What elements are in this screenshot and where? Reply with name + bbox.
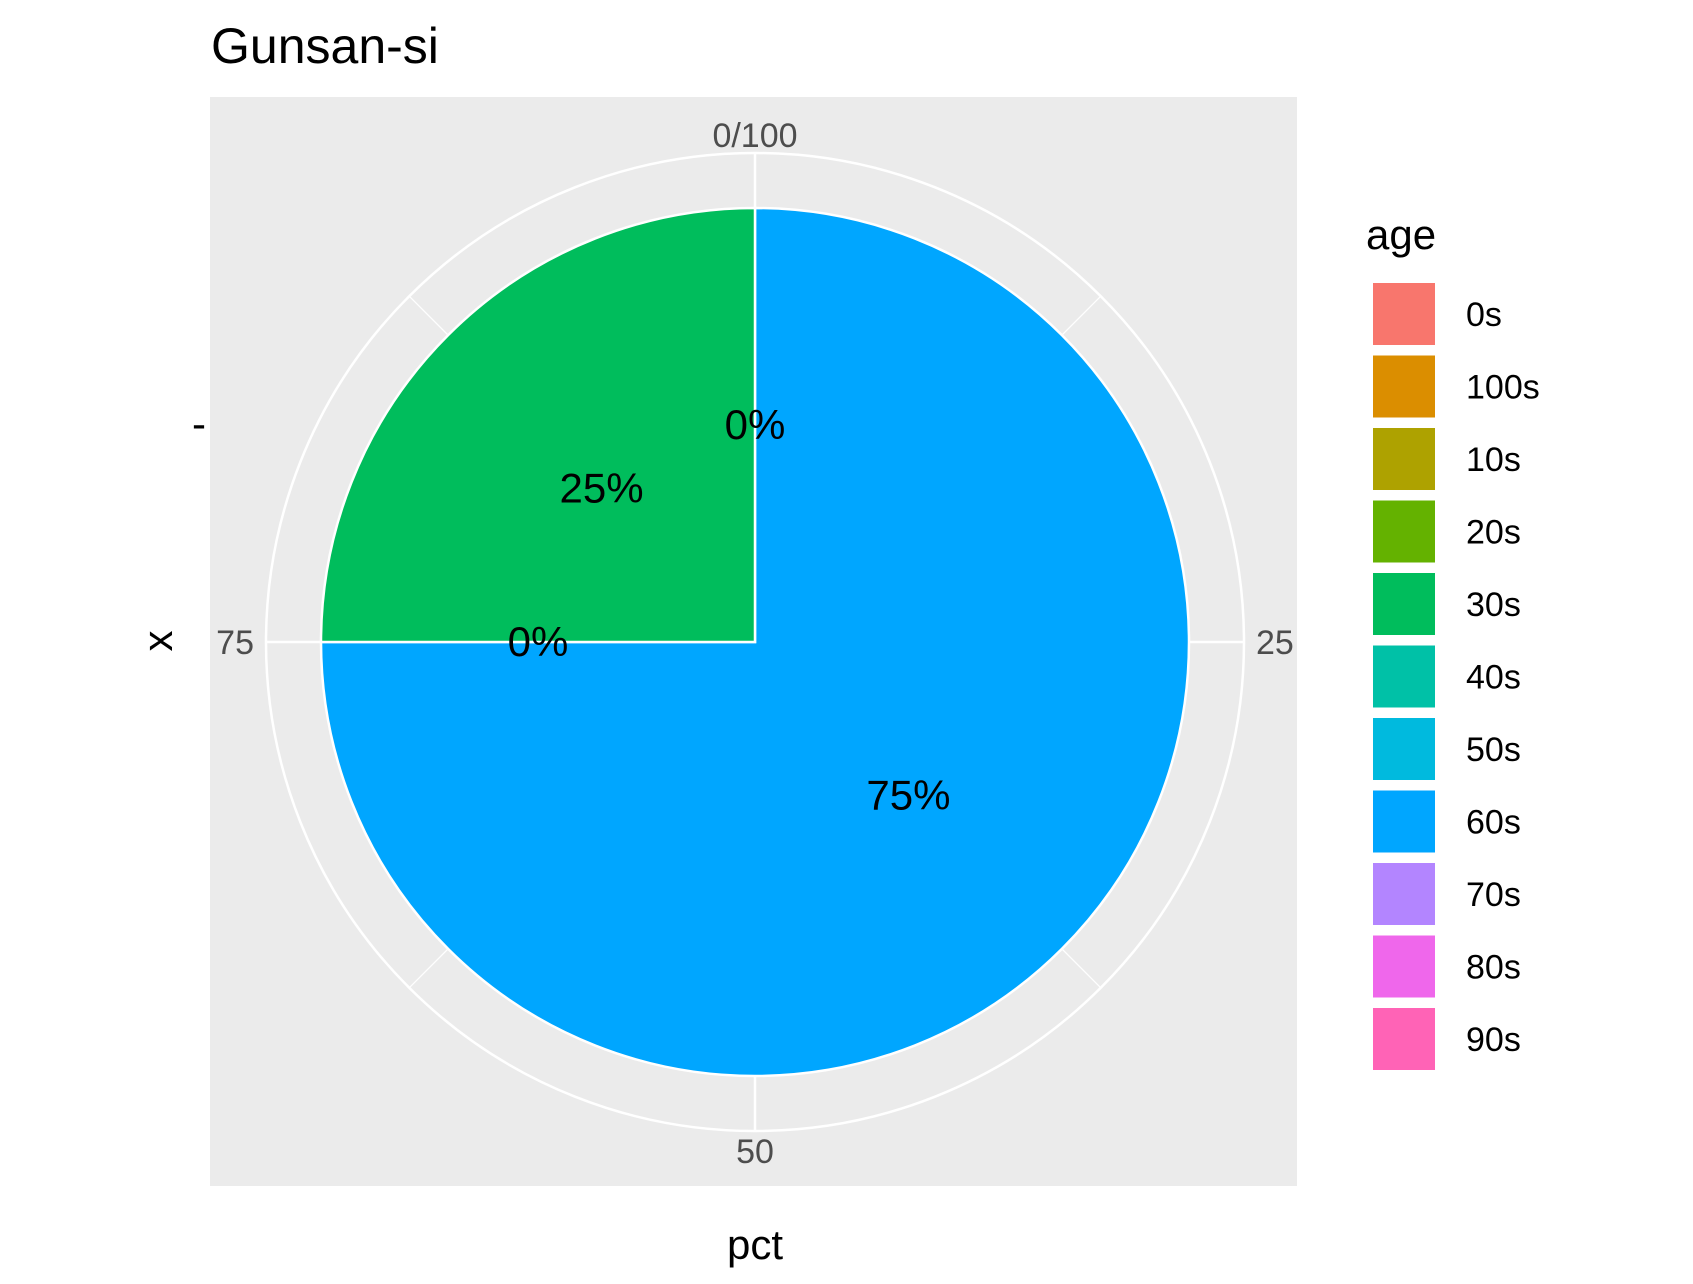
legend-label-80s: 80s [1466,949,1521,987]
grid-spoke [408,295,449,336]
legend-label-60s: 60s [1466,804,1521,842]
grid-spoke [1061,948,1102,989]
slice-label-layer: 75% 25% 0% 0% [508,401,951,818]
legend-label-0s: 0s [1466,296,1502,334]
y-axis-title: x [134,631,181,652]
legend-label-100s: 100s [1466,369,1540,407]
legend-label-40s: 40s [1466,659,1521,697]
grid-spoke [1061,295,1102,336]
slice-label: 0% [725,401,786,448]
theta-tick-label: 75 [216,624,254,662]
legend-title: age [1366,211,1436,258]
legend-swatch-0s [1371,281,1437,347]
legend-label-30s: 30s [1466,586,1521,624]
slice-label: 25% [560,465,644,512]
legend-label-50s: 50s [1466,731,1521,769]
legend-label-10s: 10s [1466,441,1521,479]
legend-swatch-90s [1371,1006,1437,1072]
slice-label: 0% [508,618,569,665]
legend-label-90s: 90s [1466,1021,1521,1059]
legend-label-70s: 70s [1466,876,1521,914]
legend-swatch-50s [1371,716,1437,782]
slice-label: 75% [866,771,950,818]
theta-tick-label: 50 [736,1133,774,1171]
slice-layer [319,206,1191,1078]
x-axis-title: pct [727,1221,783,1268]
legend-swatch-40s [1371,643,1437,710]
legend-swatch-80s [1371,933,1437,1000]
theta-tick-label: 0/100 [712,117,797,155]
legend-swatch-60s [1371,788,1437,855]
legend-swatch-10s [1371,426,1437,492]
chart-title: Gunsan-si [211,18,439,74]
legend-swatch-30s [1371,571,1437,637]
legend-swatch-20s [1371,498,1437,565]
legend-swatch-70s [1371,861,1437,927]
legend: age 0s 100s 10s 20s 30s 40s 50s 60s 70s 80s 90s [1366,211,1540,1072]
legend-label-20s: 20s [1466,514,1521,552]
legend-swatch-100s [1371,353,1437,420]
grid-spoke [408,948,449,989]
grid-layer [264,151,1246,1133]
y-tick-label: - [192,400,206,447]
theta-tick-layer: 0/100 25 50 75 [216,117,1294,1171]
pie-slice-30s [319,206,757,644]
pie-slice-60s [319,206,1191,1078]
theta-tick-label: 25 [1256,624,1294,662]
